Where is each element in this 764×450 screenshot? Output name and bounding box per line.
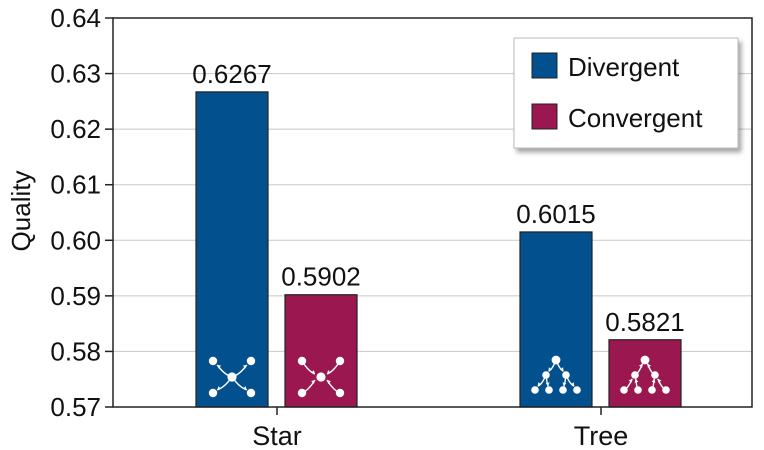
bar-tree-divergent xyxy=(519,231,593,408)
y-tick-label: 0.59 xyxy=(50,281,101,311)
y-tick-label: 0.57 xyxy=(50,392,101,422)
y-tick-label: 0.58 xyxy=(50,336,101,366)
value-label: 0.6267 xyxy=(192,59,272,89)
value-labels: 0.6267 0.5902 0.6015 0.5821 xyxy=(192,59,685,337)
legend-label-divergent: Divergent xyxy=(568,52,680,82)
plot-frame xyxy=(112,17,753,408)
legend: Divergent Convergent xyxy=(513,37,739,149)
x-tick-label-tree: Tree xyxy=(574,421,629,450)
legend-swatch-divergent xyxy=(531,52,558,79)
topology-icons xyxy=(208,355,670,398)
tree-divergent-icon xyxy=(531,355,581,394)
y-tick-label: 0.61 xyxy=(50,170,101,200)
value-label: 0.5902 xyxy=(281,262,361,292)
star-divergent-icon xyxy=(208,356,256,398)
x-axis-ticks: Star Tree xyxy=(252,407,628,450)
bar-star-divergent xyxy=(195,91,269,408)
y-tick-label: 0.64 xyxy=(50,3,101,33)
star-convergent-icon xyxy=(297,356,345,398)
y-tick-label: 0.62 xyxy=(50,114,101,144)
legend-label-convergent: Convergent xyxy=(568,103,703,133)
x-tick-label-star: Star xyxy=(252,421,302,450)
bar-tree-convergent xyxy=(608,339,682,408)
y-axis-label: Quality xyxy=(6,171,36,252)
y-tick-label: 0.63 xyxy=(50,59,101,89)
bar-star-convergent xyxy=(284,294,358,408)
y-tick-label: 0.60 xyxy=(50,225,101,255)
legend-swatch-convergent xyxy=(531,103,558,130)
bars xyxy=(195,91,682,408)
tree-convergent-icon xyxy=(620,355,670,394)
value-label: 0.6015 xyxy=(516,199,596,229)
value-label: 0.5821 xyxy=(605,307,685,337)
y-axis-ticks: 0.57 0.58 0.59 0.60 0.61 0.62 0.63 0.64 xyxy=(50,3,113,422)
